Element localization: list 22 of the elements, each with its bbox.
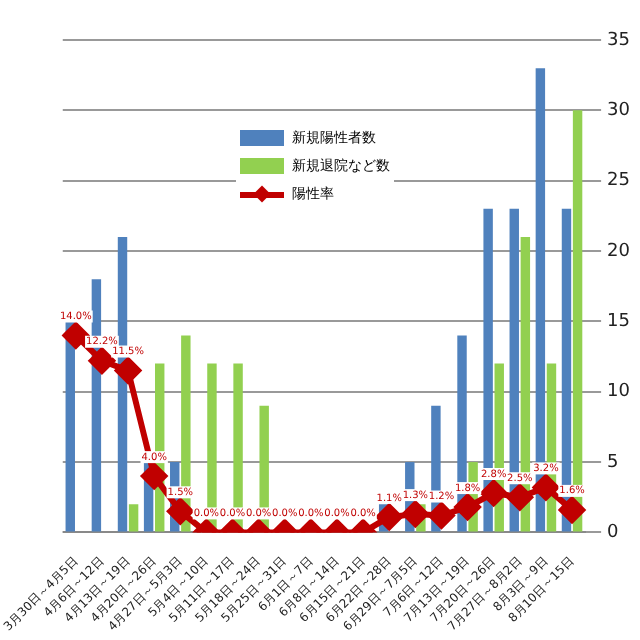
- point: [559, 496, 586, 523]
- y2-tick-label: 0: [607, 523, 620, 544]
- y2-tick-label: 10: [607, 382, 631, 403]
- point: [454, 494, 481, 521]
- y2-tick-label: 20: [607, 241, 631, 262]
- y2-tick-label: 30: [607, 101, 631, 122]
- y2-tick-label: 15: [607, 312, 630, 333]
- y2-tick-label: 25: [607, 171, 630, 192]
- point: [506, 484, 533, 511]
- point: [88, 347, 115, 374]
- point: [480, 480, 507, 507]
- point: [532, 474, 559, 501]
- point: [167, 498, 194, 525]
- point: [115, 357, 142, 384]
- point: [376, 503, 403, 530]
- point: [141, 463, 168, 490]
- point: [402, 501, 429, 528]
- y2-tick-label: 5: [607, 452, 619, 473]
- point: [62, 322, 89, 349]
- point: [428, 502, 455, 529]
- y2-tick-label: 35: [607, 30, 630, 51]
- bar: [128, 504, 139, 532]
